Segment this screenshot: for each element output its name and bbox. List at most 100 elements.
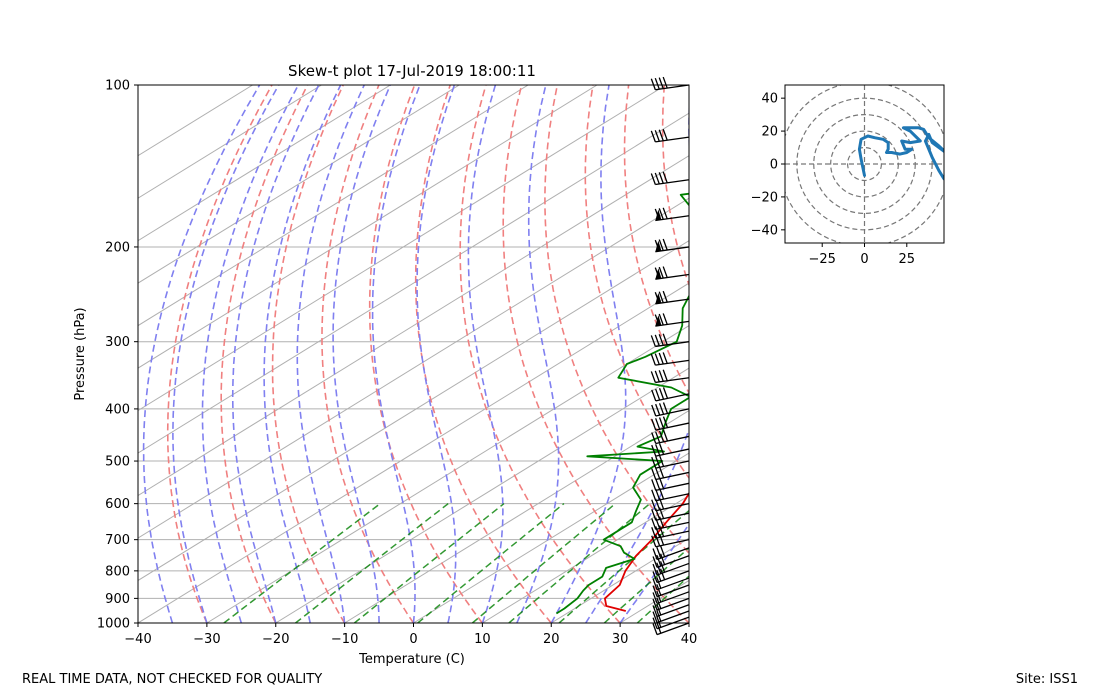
wind-barb-feather xyxy=(655,388,661,401)
x-tick-label: 20 xyxy=(543,632,560,647)
wind-barb-feather xyxy=(651,432,657,444)
y-axis-label: Pressure (hPa) xyxy=(73,307,88,400)
wind-barb-feather xyxy=(655,534,661,547)
wind-barb-feather xyxy=(656,577,662,589)
wind-barb-feather xyxy=(659,545,666,557)
wind-barb-feather xyxy=(656,546,662,559)
moist-adiabat xyxy=(332,85,392,623)
wind-barb-feather xyxy=(652,592,658,604)
skewt-plot-frame xyxy=(137,84,690,624)
moist-adiabat xyxy=(516,85,560,623)
mixing-ratio-line xyxy=(471,503,616,623)
wind-barb-feather xyxy=(655,456,661,468)
hodo-y-tick-label: 0 xyxy=(770,158,778,173)
wind-barb-staff xyxy=(655,393,690,402)
wind-barb-feather xyxy=(658,516,665,528)
wind-barb-staff xyxy=(655,448,690,457)
y-tick-label: 100 xyxy=(105,79,130,94)
dry-adiabat xyxy=(220,85,309,623)
y-tick-label: 500 xyxy=(105,455,130,470)
wind-barb xyxy=(652,568,690,584)
wind-barb-staff xyxy=(656,622,690,636)
moist-adiabat xyxy=(201,85,300,623)
wind-barb-staff xyxy=(655,320,690,327)
wind-barb-feather xyxy=(652,556,658,568)
wind-barb-feather xyxy=(654,130,660,142)
wind-barb xyxy=(651,416,690,431)
wind-barb xyxy=(651,455,690,469)
wind-barb-feather xyxy=(651,389,657,402)
y-tick-label: 1000 xyxy=(97,617,130,632)
wind-barb xyxy=(654,313,690,327)
wind-barb-feather xyxy=(650,78,656,90)
hodo-y-tick-label: −20 xyxy=(751,190,778,205)
hodo-y-tick-label: −40 xyxy=(751,223,778,238)
wind-barb-feather xyxy=(654,353,660,365)
y-tick-label: 900 xyxy=(105,592,130,607)
wind-barb xyxy=(651,497,690,512)
wind-barb-staff xyxy=(656,555,690,569)
wind-barb-feather xyxy=(652,611,658,623)
wind-barb-feather xyxy=(655,517,661,529)
skewt-axes-frame xyxy=(137,84,690,624)
wind-barb-feather xyxy=(654,334,660,347)
wind-barb xyxy=(650,333,690,348)
wind-barb-feather xyxy=(651,479,657,491)
dry-adiabat xyxy=(544,85,689,555)
wind-barb xyxy=(652,577,690,591)
wind-barb-feather xyxy=(662,402,669,414)
hodograph-trace xyxy=(857,126,944,181)
moist-adiabat xyxy=(467,85,504,623)
wind-barb-feather xyxy=(658,291,664,303)
wind-barb-staff xyxy=(655,435,690,445)
wind-barb-staff xyxy=(655,482,690,492)
wind-barb-feather xyxy=(658,239,664,251)
hodograph-rings xyxy=(785,85,944,243)
wind-barb-feather xyxy=(650,371,656,383)
wind-barb xyxy=(654,266,690,280)
isotherm-line xyxy=(138,85,667,412)
mixing-ratio-line xyxy=(417,503,565,623)
mixing-ratio-line xyxy=(223,503,381,623)
wind-barb-pennant xyxy=(655,292,662,304)
wind-barb-feather xyxy=(655,431,661,443)
wind-barb-feather xyxy=(658,77,664,89)
moist-adiabat xyxy=(142,85,261,623)
wind-barb-staff xyxy=(656,584,690,598)
wind-barb-feather xyxy=(650,335,656,347)
mixing-ratio-line xyxy=(558,509,689,623)
isotherm-line xyxy=(138,155,689,497)
wind-barb-feather xyxy=(652,605,658,617)
wind-barb-feather xyxy=(658,525,665,537)
x-tick-label: −20 xyxy=(262,632,289,647)
wind-barb-staff xyxy=(655,298,690,305)
isotherm-line xyxy=(138,282,689,623)
hodo-y-tick-label: 20 xyxy=(761,125,778,140)
wind-barb-staff xyxy=(655,521,690,531)
skewt-background-lines xyxy=(138,85,689,623)
wind-barb-feather xyxy=(658,477,665,489)
wind-barb-staff xyxy=(655,512,690,521)
wind-barb-feather xyxy=(655,444,661,456)
skewt-profiles xyxy=(555,192,689,615)
dry-adiabat xyxy=(271,85,346,623)
wind-barb-feather xyxy=(662,429,669,442)
wind-barb-staff xyxy=(655,460,690,469)
wind-barb-feather xyxy=(662,128,668,141)
wind-barb-feather xyxy=(656,569,662,582)
wind-barb-feather xyxy=(662,416,669,428)
dewpoint-profile xyxy=(555,192,689,615)
wind-barb-feather xyxy=(662,333,668,345)
wind-barb-feather xyxy=(658,466,665,479)
hodo-x-tick-label: −25 xyxy=(808,252,835,267)
wind-barb xyxy=(651,533,690,548)
wind-barb-feather xyxy=(658,417,665,429)
wind-barb-feather xyxy=(658,313,664,326)
wind-barb-feather xyxy=(656,584,662,596)
wind-barb-staff xyxy=(656,610,690,624)
wind-barb-feather xyxy=(654,239,660,252)
isotherm-line xyxy=(688,622,689,623)
wind-barb-feather xyxy=(662,76,668,89)
isotherm-line xyxy=(138,85,460,284)
wind-barb-staff xyxy=(655,377,690,384)
